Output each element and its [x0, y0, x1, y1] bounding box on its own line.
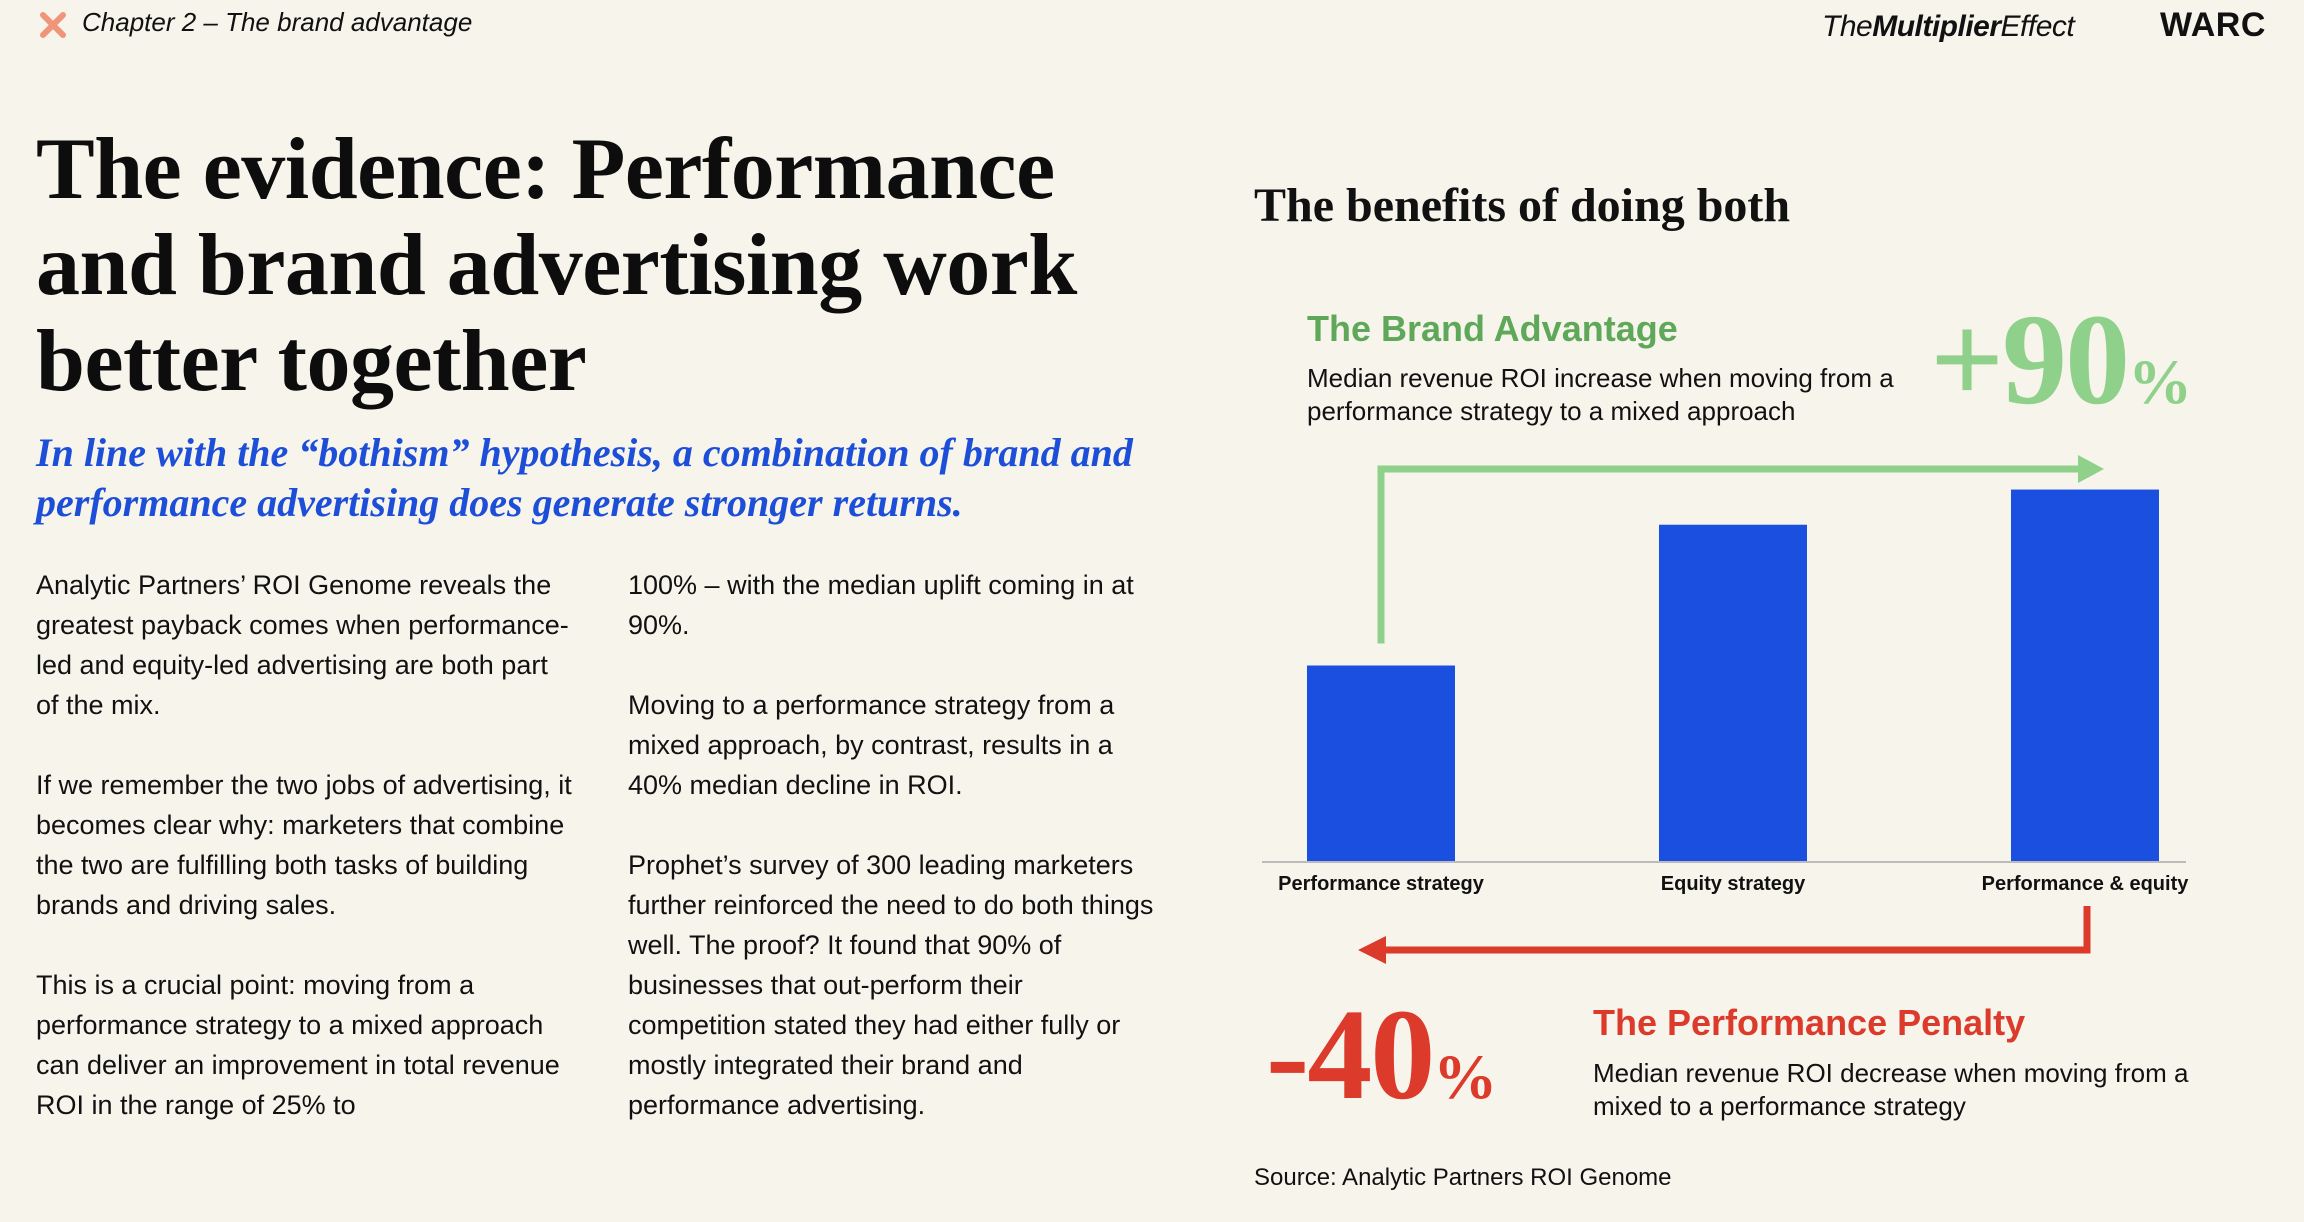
close-icon[interactable]: [38, 10, 68, 40]
paragraph: This is a crucial point: moving from a p…: [36, 970, 560, 1120]
paragraph: Moving to a performance strategy from a …: [628, 690, 1115, 800]
warc-logo: WARC: [2160, 6, 2266, 44]
bar-1: [1307, 665, 1455, 861]
performance-penalty-stat: -40%: [1266, 990, 1497, 1142]
chapter-label: Chapter 2 – The brand advantage: [82, 7, 473, 37]
brand-advantage-title: The Brand Advantage: [1307, 308, 1678, 349]
page-title: The evidence: Performance and brand adve…: [36, 121, 1077, 410]
brand-advantage-description: Median revenue ROI increase when moving …: [1307, 363, 1894, 426]
bar-2: [1659, 524, 1807, 861]
publication-title: TheMultiplierEffect: [1822, 10, 2075, 44]
category-label-performance: Performance strategy: [1278, 873, 1484, 895]
bar-3: [2011, 489, 2159, 861]
brand-advantage-value: +90: [1930, 288, 2130, 432]
penalty-arrow-line: [1380, 906, 2091, 954]
subheading: In line with the “bothism” hypothesis, a…: [36, 430, 1133, 525]
performance-penalty-title: The Performance Penalty: [1593, 1002, 2026, 1043]
brand-advantage-stat: +90%: [1930, 295, 2192, 447]
paragraph: Prophet’s survey of 300 leading marketer…: [628, 850, 1154, 1120]
paragraph: If we remember the two jobs of advertisi…: [36, 770, 572, 920]
body-column-right: 100% – with the median uplift coming in …: [628, 565, 1168, 1165]
body-column-left: Analytic Partners’ ROI Genome reveals th…: [36, 565, 576, 1165]
category-label-equity: Equity strategy: [1660, 873, 1806, 895]
category-label-performance-equity: Performance & equity: [1981, 873, 2189, 895]
brand-advantage-unit: %: [2128, 346, 2192, 417]
publication-suffix: Effect: [2000, 10, 2075, 43]
publication-prefix: The: [1822, 10, 1873, 43]
source-note: Source: Analytic Partners ROI Genome: [1254, 1164, 1672, 1191]
penalty-arrow-head: [1358, 936, 1386, 964]
paragraph: 100% – with the median uplift coming in …: [628, 570, 1134, 640]
performance-penalty-unit: %: [1433, 1041, 1497, 1112]
paragraph: Analytic Partners’ ROI Genome reveals th…: [36, 570, 569, 720]
chart-title: The benefits of doing both: [1254, 179, 1791, 232]
advantage-arrow-head: [2078, 455, 2104, 483]
performance-penalty-value: -40: [1266, 983, 1435, 1127]
advantage-arrow-line: [1377, 465, 2082, 644]
publication-bold: Multiplier: [1872, 10, 2001, 43]
performance-penalty-description: Median revenue ROI decrease when moving …: [1593, 1058, 2189, 1121]
